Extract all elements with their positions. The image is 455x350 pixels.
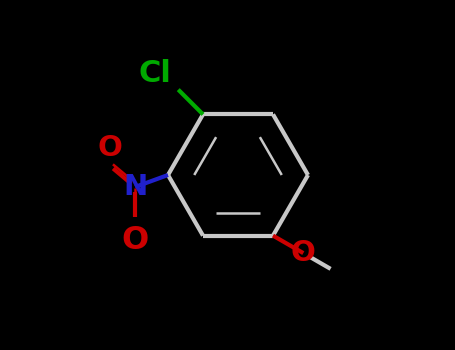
Text: Cl: Cl [138,59,171,88]
Text: O: O [291,239,316,267]
Text: O: O [121,225,149,257]
Text: N: N [123,173,147,201]
Text: O: O [97,134,122,162]
